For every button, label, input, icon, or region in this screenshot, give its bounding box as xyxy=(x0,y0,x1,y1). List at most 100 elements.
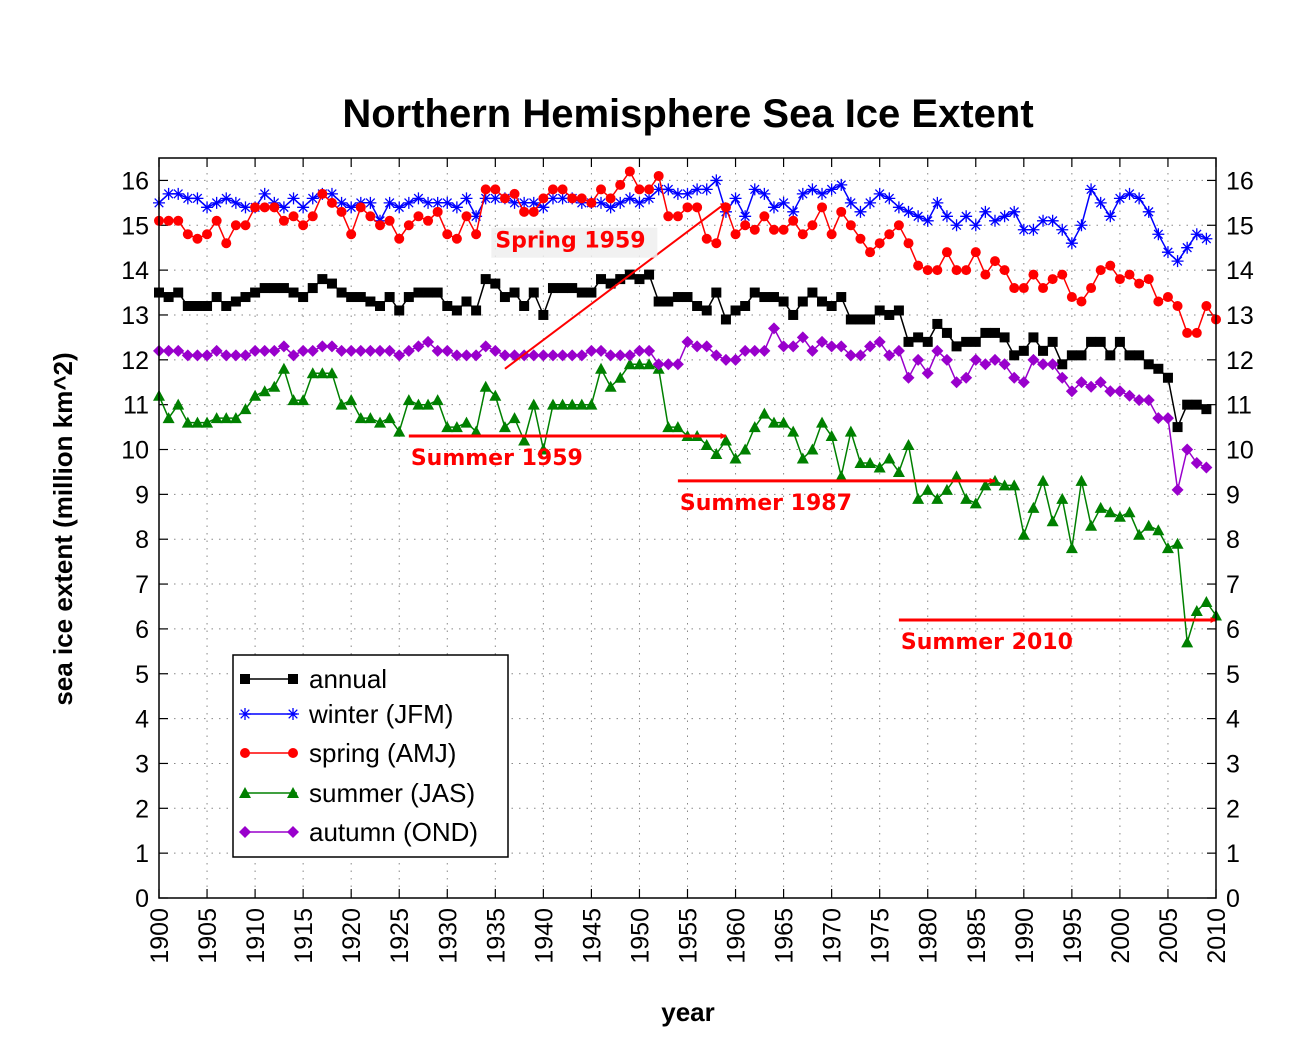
data-point xyxy=(980,269,991,280)
data-point xyxy=(1123,389,1136,402)
data-point xyxy=(1085,519,1098,531)
data-point xyxy=(951,265,962,276)
data-point xyxy=(825,430,838,442)
data-point xyxy=(700,340,713,353)
data-point xyxy=(460,192,473,205)
y-tick-label-right: 0 xyxy=(1226,885,1240,913)
data-point xyxy=(719,434,732,446)
data-point xyxy=(1056,371,1069,384)
y-tick-label-right: 4 xyxy=(1226,706,1240,734)
data-point xyxy=(202,301,213,311)
data-point xyxy=(633,358,646,370)
data-point xyxy=(1104,385,1117,398)
data-point xyxy=(711,287,722,298)
x-tick-label: 1975 xyxy=(867,908,895,964)
data-point xyxy=(287,394,300,406)
y-tick-label-left: 14 xyxy=(121,257,149,285)
data-point xyxy=(643,358,656,370)
data-point xyxy=(807,220,818,231)
data-point xyxy=(192,233,203,244)
data-point xyxy=(422,335,435,348)
data-point xyxy=(288,287,299,298)
x-tick-label: 1980 xyxy=(915,908,943,964)
data-point xyxy=(1142,394,1155,407)
data-point xyxy=(220,192,233,205)
data-point xyxy=(470,210,483,223)
legend: annual winter (JFM) spring (AMJ) summer (JA… xyxy=(232,654,509,858)
data-point xyxy=(258,385,271,397)
data-point xyxy=(806,183,819,196)
data-point xyxy=(172,398,185,410)
data-point xyxy=(278,283,289,294)
data-point xyxy=(393,201,406,214)
data-point xyxy=(182,229,193,240)
data-point xyxy=(1190,456,1203,469)
data-point xyxy=(288,211,299,222)
data-point xyxy=(480,274,491,285)
x-tick-label: 1935 xyxy=(482,908,510,964)
data-point xyxy=(221,238,232,249)
data-point xyxy=(1142,519,1155,531)
data-point xyxy=(240,220,251,231)
data-point xyxy=(307,283,318,294)
data-point xyxy=(412,340,425,353)
data-point xyxy=(1123,187,1136,200)
legend-marker xyxy=(239,826,251,838)
data-point xyxy=(777,340,790,353)
data-point xyxy=(374,416,387,428)
data-point xyxy=(1038,345,1049,356)
legend-marker xyxy=(287,826,299,838)
data-point xyxy=(585,398,598,410)
data-point xyxy=(845,220,856,231)
data-point xyxy=(1143,359,1154,370)
data-point xyxy=(557,184,568,195)
data-point xyxy=(201,416,214,428)
data-point xyxy=(643,344,656,357)
x-tick-label: 2010 xyxy=(1203,908,1231,964)
data-point xyxy=(912,492,925,504)
data-point xyxy=(913,260,924,271)
data-point xyxy=(537,201,550,214)
data-point xyxy=(825,183,838,196)
data-point xyxy=(210,196,223,209)
legend-label: autumn (OND) xyxy=(309,817,478,847)
y-tick-label-left: 7 xyxy=(135,571,149,599)
data-point xyxy=(1152,412,1165,425)
data-point xyxy=(1181,241,1194,254)
data-point xyxy=(787,340,800,353)
data-point xyxy=(518,196,531,209)
data-point xyxy=(951,341,962,352)
data-point xyxy=(854,205,867,218)
data-point xyxy=(662,358,675,371)
y-tick-label-right: 8 xyxy=(1226,526,1240,554)
data-point xyxy=(998,479,1011,491)
data-point xyxy=(912,210,925,223)
data-point xyxy=(471,305,482,316)
data-point xyxy=(1009,350,1020,361)
data-point xyxy=(653,170,664,181)
data-point xyxy=(883,349,896,362)
data-point xyxy=(229,349,242,362)
data-point xyxy=(854,349,867,362)
data-point xyxy=(383,412,396,424)
y-tick-label-right: 12 xyxy=(1226,347,1254,375)
data-point xyxy=(806,344,819,357)
data-point xyxy=(1113,510,1126,522)
data-point xyxy=(969,497,982,509)
data-point xyxy=(239,201,252,214)
data-point xyxy=(403,220,414,231)
data-point xyxy=(844,196,857,209)
data-point xyxy=(1133,528,1146,540)
data-point xyxy=(191,192,204,205)
data-point xyxy=(1037,474,1050,486)
data-point xyxy=(729,353,742,366)
data-point xyxy=(1085,380,1098,393)
data-point xyxy=(336,287,347,298)
data-point xyxy=(662,183,675,196)
data-point xyxy=(855,314,866,325)
data-point xyxy=(950,376,963,389)
data-point xyxy=(278,215,289,226)
data-point xyxy=(700,183,713,196)
